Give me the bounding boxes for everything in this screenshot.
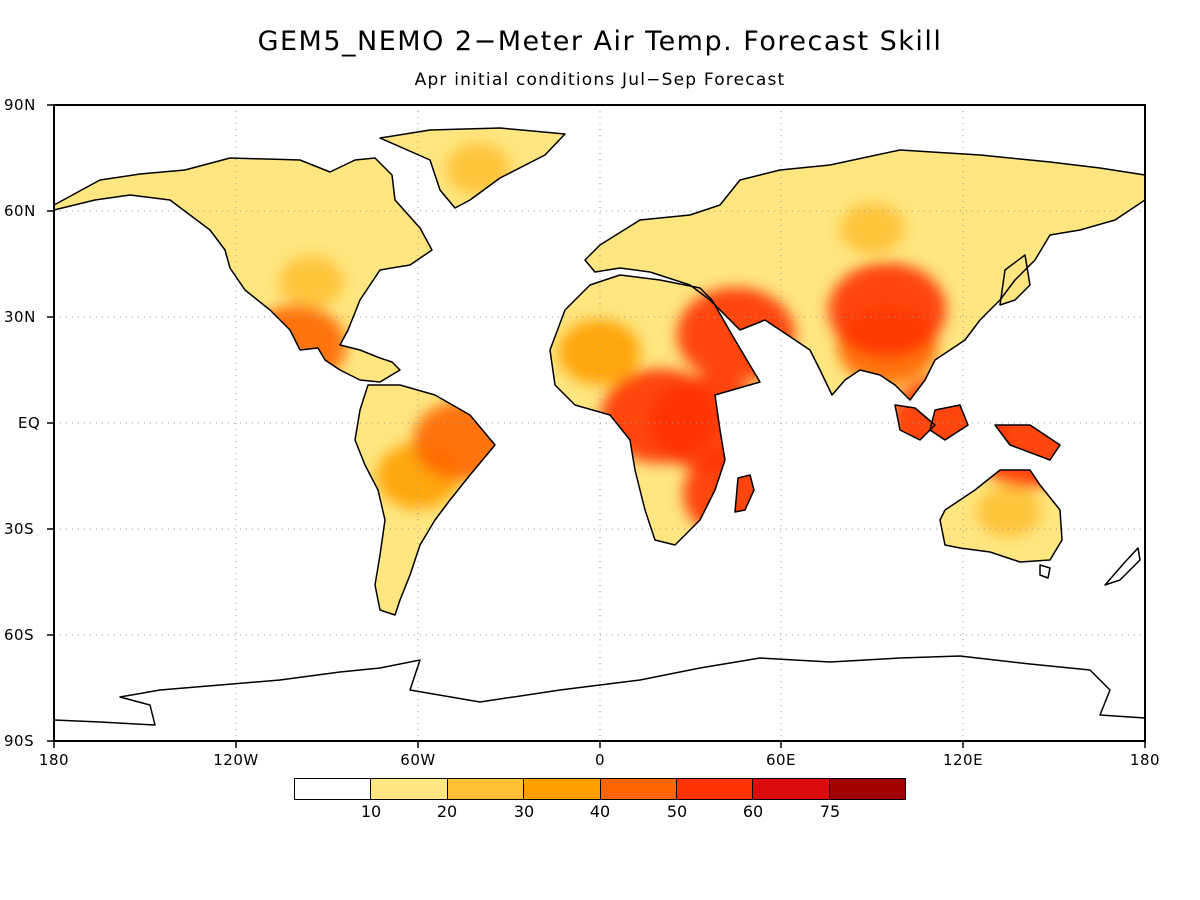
lon-label-120e: 120E — [942, 751, 984, 769]
colorbar-bin — [447, 779, 525, 799]
lat-label-60n: 60N — [4, 202, 36, 220]
colorbar-bin — [371, 779, 448, 799]
colorbar-bin — [676, 779, 754, 799]
chart-subtitle: Apr initial conditions Jul−Sep Forecast — [414, 70, 786, 90]
lat-label-eq: EQ — [18, 414, 41, 432]
lat-label-90n: 90N — [4, 96, 36, 114]
skill-region — [828, 262, 947, 358]
colorbar-bin — [600, 779, 677, 799]
skill-region — [976, 485, 1041, 537]
colorbar-label: 10 — [360, 802, 382, 821]
lon-label-120w: 120W — [213, 751, 259, 769]
axis-ticks — [47, 104, 1146, 748]
colorbar-bin — [295, 779, 372, 799]
colorbar-label: 60 — [742, 802, 764, 821]
colorbar — [294, 778, 906, 800]
graticule — [54, 105, 1145, 741]
skill-region — [279, 256, 344, 308]
lon-label-180w: 180 — [38, 751, 70, 769]
skill-region — [840, 203, 905, 255]
colorbar-bin — [829, 779, 905, 799]
lat-label-30n: 30N — [4, 308, 36, 326]
lat-label-60s: 60S — [4, 626, 35, 644]
lon-label-0: 0 — [594, 751, 606, 769]
colorbar-label: 30 — [513, 802, 535, 821]
lat-label-30s: 30S — [4, 520, 35, 538]
chart-title: GEM5_NEMO 2−Meter Air Temp. Forecast Ski… — [257, 26, 943, 57]
lon-label-180e: 180 — [1129, 751, 1161, 769]
coastlines — [53, 127, 1146, 726]
colorbar-label: 50 — [666, 802, 688, 821]
skill-region — [558, 319, 641, 386]
colorbar-bin — [753, 779, 830, 799]
lon-label-60w: 60W — [400, 751, 436, 769]
lat-label-90s: 90S — [4, 732, 35, 750]
colorbar-bin — [524, 779, 601, 799]
colorbar-label: 75 — [819, 802, 841, 821]
colorbar-label: 40 — [589, 802, 611, 821]
lon-label-60e: 60E — [765, 751, 797, 769]
colorbar-label: 20 — [436, 802, 458, 821]
